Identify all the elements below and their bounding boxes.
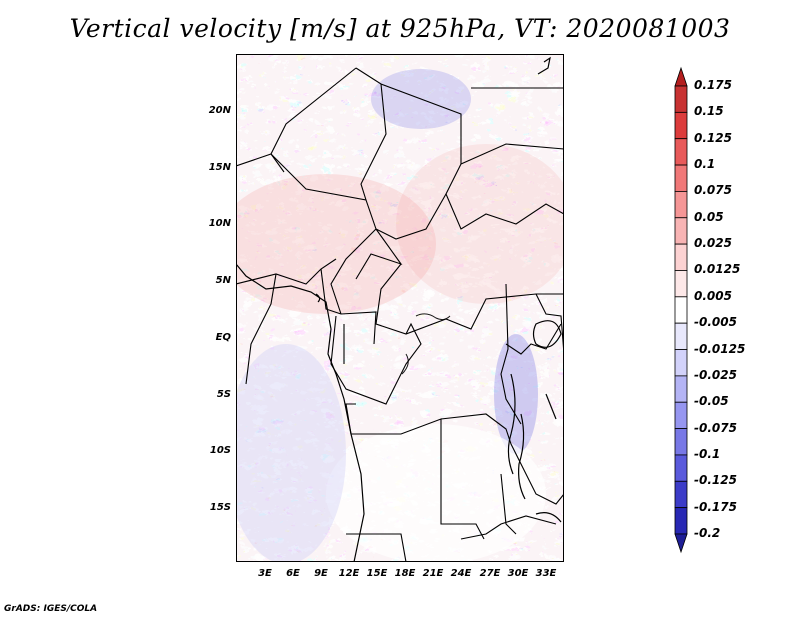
colorbar-tick-label: 0.05	[694, 209, 724, 224]
coastline	[236, 263, 365, 562]
map-title: Vertical velocity [m/s] at 925hPa, VT: 2…	[69, 14, 731, 43]
blue-patch-rift	[494, 334, 538, 454]
lat-label-10N: 10N	[208, 218, 231, 229]
colorbar-tick-label: 0.0125	[694, 262, 741, 277]
lon-label-33E: 33E	[535, 568, 557, 579]
colorbar-swatch	[674, 507, 688, 535]
map-frame	[236, 54, 564, 562]
colorbar-tick-label: 0.025	[694, 236, 732, 251]
red-band-sahel	[396, 144, 564, 304]
colorbar-tick-label: -0.2	[694, 526, 721, 540]
colorbar-swatch	[674, 191, 688, 219]
colorbar-tick-label: 0.005	[694, 288, 732, 303]
colorbar-tick-label: 0.15	[694, 104, 724, 119]
lat-label-20N: 20N	[208, 105, 231, 116]
colorbar-swatch	[674, 138, 688, 166]
white-patch-southern	[326, 424, 546, 562]
lat-label-eq: EQ	[215, 332, 231, 343]
colorbar-tick-label: -0.075	[694, 420, 737, 435]
lat-label-5N: 5N	[215, 275, 231, 286]
lat-label-10S: 10S	[209, 445, 231, 456]
lon-label-3E: 3E	[258, 568, 272, 579]
colorbar-swatch	[674, 349, 688, 377]
lon-label-6E: 6E	[286, 568, 300, 579]
colorbar-swatch	[674, 322, 688, 350]
colorbar-swatch	[674, 533, 688, 554]
blue-patch-atlantic-south	[236, 344, 346, 562]
colorbar-swatch	[674, 480, 688, 509]
lon-label-15E: 15E	[366, 568, 388, 579]
colorbar-tick-label: -0.125	[694, 473, 737, 488]
lon-label-9E: 9E	[314, 568, 328, 579]
colorbar	[674, 66, 688, 554]
colorbar-swatch	[674, 243, 688, 271]
colorbar-swatch	[674, 111, 688, 140]
lat-label-5S: 5S	[216, 389, 231, 400]
rivers	[401, 313, 451, 375]
colorbar-tick-label: 0.125	[694, 130, 732, 145]
colorbar-swatch	[674, 270, 688, 298]
credit-text: GrADS: IGES/COLA	[4, 604, 98, 614]
colorbar-tick-label: 0.1	[694, 157, 716, 172]
lat-label-15S: 15S	[209, 502, 231, 513]
colorbar-swatch	[674, 428, 688, 456]
colorbar-swatch	[674, 375, 688, 403]
lon-label-30E: 30E	[507, 568, 529, 579]
lon-label-12E: 12E	[338, 568, 360, 579]
lon-label-21E: 21E	[422, 568, 444, 579]
colorbar-tick-label: -0.1	[694, 446, 721, 461]
colorbar-swatch	[674, 454, 688, 482]
colorbar-tick-label: -0.0125	[694, 341, 746, 356]
lakes	[315, 56, 562, 523]
colorbar-swatch	[674, 401, 688, 429]
colorbar-swatch	[674, 217, 688, 245]
colorbar-tick-label: -0.175	[694, 499, 737, 514]
colorbar-tick-label: -0.05	[694, 394, 729, 409]
colorbar-tick-label: -0.005	[694, 315, 737, 330]
red-band-west-africa	[236, 174, 436, 314]
lon-label-27E: 27E	[479, 568, 501, 579]
lat-label-15N: 15N	[208, 162, 231, 173]
lon-label-24E: 24E	[450, 568, 472, 579]
colorbar-swatch	[674, 296, 688, 324]
colorbar-tick-label: -0.025	[694, 367, 737, 382]
colorbar-swatch	[674, 66, 688, 87]
vertical-velocity-map	[236, 54, 564, 562]
colorbar-tick-label: 0.175	[694, 78, 732, 92]
colorbar-swatch	[674, 85, 688, 113]
lon-label-18E: 18E	[394, 568, 416, 579]
colorbar-tick-label: 0.075	[694, 183, 732, 198]
colorbar-swatch	[674, 164, 688, 192]
